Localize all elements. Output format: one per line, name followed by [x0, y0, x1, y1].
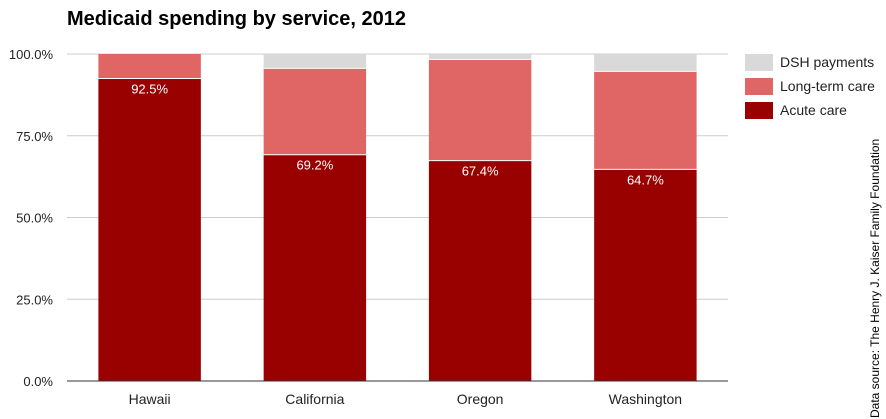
x-tick-label: California: [285, 391, 344, 407]
chart-title: Medicaid spending by service, 2012: [67, 8, 407, 30]
legend-swatch: [745, 78, 773, 95]
legend-swatch: [745, 54, 773, 71]
bar-segment: [594, 71, 697, 170]
bar-segment: [594, 169, 697, 381]
bar-segment: [263, 68, 367, 155]
bar-segment: [428, 59, 532, 161]
bar-segment: [263, 154, 367, 381]
y-tick-label: 25.0%: [16, 292, 53, 307]
bar-segment: [263, 54, 367, 69]
legend-label: Long-term care: [780, 78, 875, 94]
data-label: 64.7%: [627, 172, 664, 187]
bar-segment: [428, 160, 532, 381]
legend-label: Acute care: [780, 102, 847, 118]
bar-segment: [594, 54, 697, 72]
legend-label: DSH payments: [780, 54, 874, 70]
x-tick-label: Oregon: [457, 391, 504, 407]
data-label: 69.2%: [296, 158, 333, 173]
bar-segment: [98, 78, 201, 382]
x-tick-label: Washington: [609, 391, 682, 407]
x-tick-label: Hawaii: [129, 391, 171, 407]
legend-swatch: [745, 102, 773, 119]
data-label: 67.4%: [462, 164, 499, 179]
data-label: 92.5%: [131, 82, 168, 97]
y-tick-label: 50.0%: [16, 211, 53, 226]
y-tick-label: 100.0%: [9, 47, 54, 62]
bar-segment: [428, 54, 532, 60]
data-source-note: Data source: The Henry J. Kaiser Family …: [868, 138, 882, 418]
y-tick-label: 75.0%: [16, 129, 53, 144]
y-tick-label: 0.0%: [23, 374, 53, 389]
bar-segment: [98, 54, 201, 79]
